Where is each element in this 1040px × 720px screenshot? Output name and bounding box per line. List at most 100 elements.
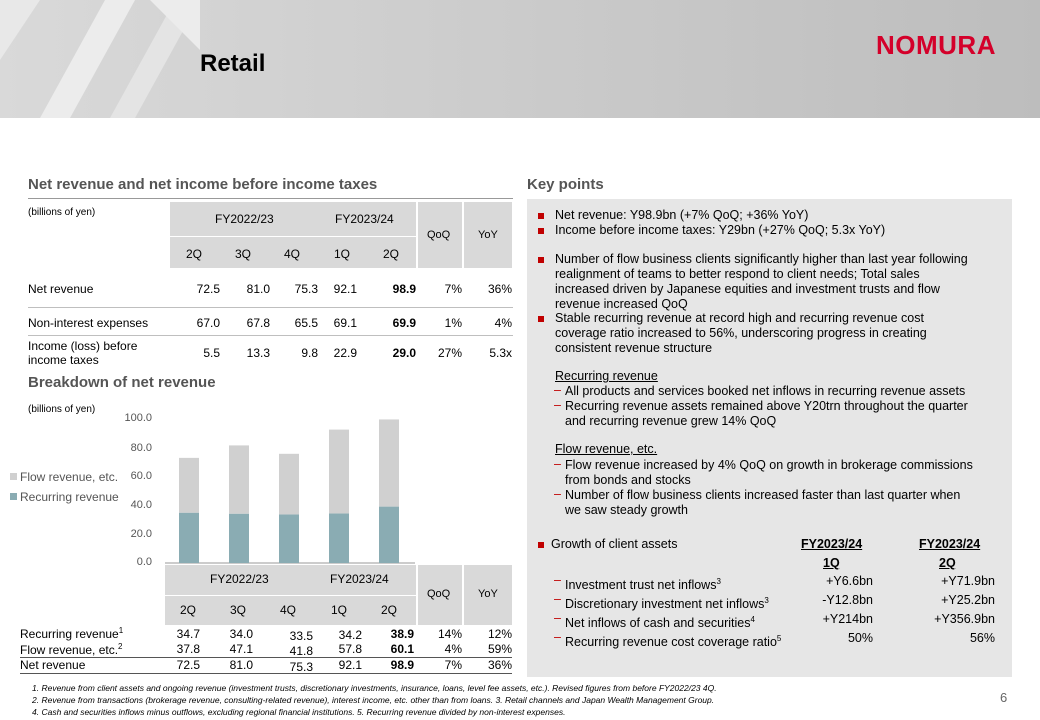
table-cell: 69.1 (333, 316, 357, 330)
bar-recurring (179, 512, 199, 563)
table-cell: 69.9 (392, 316, 416, 330)
netrev-head-divider (170, 236, 416, 237)
growth-row-label: Discretionary investment net inflows3 (565, 593, 769, 612)
keypoint-text: realignment of teams to better respond t… (555, 267, 920, 281)
breakdown-q-header: 2Q (180, 603, 197, 617)
table-rule (28, 307, 513, 308)
table-cell: 5.3x (489, 346, 512, 360)
breakdown-q-header: 1Q (331, 603, 348, 617)
breakdown-q-header: 3Q (230, 603, 247, 617)
keypoint-text: and recurring revenue grew 14% QoQ (565, 414, 777, 428)
table-cell: 98.9 (392, 282, 416, 296)
table-cell: 72.5 (176, 658, 200, 672)
growth-heading: Growth of client assets (551, 537, 678, 551)
table-cell: 5.5 (203, 346, 220, 360)
dash-icon: – (554, 630, 561, 644)
recurring-heading: Recurring revenue (555, 369, 658, 383)
table-cell: 38.9 (390, 627, 414, 641)
table-cell: 36% (487, 282, 512, 296)
growth-q2-value: 56% (969, 631, 995, 645)
legend-flow: Flow revenue, etc. (10, 470, 118, 484)
legend-flow-label: Flow revenue, etc. (20, 470, 119, 484)
keypoint-text: we saw steady growth (565, 503, 688, 517)
netrev-yoy-header: YoY (478, 229, 498, 241)
keypoint-text: Number of flow business clients increase… (565, 488, 961, 502)
flow-heading: Flow revenue, etc. (555, 442, 658, 456)
table-rule (20, 657, 512, 658)
growth-col1-header: FY2023/24 (801, 537, 863, 551)
keypoint-text: from bonds and stocks (565, 473, 691, 487)
bullet-icon (538, 228, 544, 234)
keypoint-text: consistent revenue structure (555, 341, 713, 355)
table-cell: 36% (487, 658, 512, 672)
bar-flow (229, 445, 249, 514)
footnote-ref: 5 (776, 634, 782, 643)
bar-flow (329, 429, 349, 514)
breakdown-q-header: 2Q (381, 603, 398, 617)
growth-q2-value: +Y356.9bn (934, 612, 995, 626)
keypoint-text: revenue increased QoQ (555, 297, 688, 311)
netrev-row-label: Net revenue (28, 282, 94, 296)
growth-row-label: Recurring revenue cost coverage ratio5 (565, 631, 781, 650)
growth-col2-header: FY2023/24 (919, 537, 981, 551)
table-cell: 13.3 (246, 346, 270, 360)
breakdown-units: (billions of yen) (28, 404, 96, 415)
growth-q2-value: +Y71.9bn (941, 574, 995, 588)
table-cell: 37.8 (176, 642, 200, 656)
legend-recurring-label: Recurring revenue (20, 490, 119, 504)
footnote-ref: 4 (750, 615, 755, 624)
growth-col2-header: 2Q (939, 556, 956, 570)
table-cell: 4% (444, 642, 462, 656)
table-cell: 81.0 (246, 282, 270, 296)
page-title: Retail (200, 50, 266, 77)
bar-recurring (279, 514, 299, 563)
table-rule (28, 335, 513, 336)
table-cell: 34.0 (229, 627, 253, 641)
bar-flow (179, 457, 199, 513)
y-tick-label: 100.0 (124, 412, 152, 424)
bullet-icon (538, 542, 544, 548)
netrev-group-fy23: FY2023/24 (335, 212, 394, 226)
nomura-logo: NOMURA (876, 30, 996, 60)
table-cell: 60.1 (390, 642, 414, 656)
breakdown-head-yoy-bg (464, 565, 512, 625)
netrev-group-fy22: FY2022/23 (215, 212, 274, 226)
breakdown-row-text: Recurring revenue (20, 627, 119, 641)
netrev-section-title: Net revenue and net income before income… (28, 176, 378, 193)
table-cell: 22.9 (333, 346, 357, 360)
table-cell: 4% (494, 316, 512, 330)
netrev-row-label: Income (loss) before (28, 339, 138, 353)
netrev-qoq-header: QoQ (427, 229, 451, 241)
table-cell: 92.1 (338, 658, 362, 672)
dash-icon: – (554, 573, 561, 587)
keypoint-text: All products and services booked net inf… (565, 384, 966, 398)
dash-icon: – (554, 611, 561, 625)
breakdown-chart (165, 419, 415, 564)
growth-q1-value: +Y6.6bn (826, 574, 873, 588)
table-cell: 34.2 (338, 628, 362, 642)
growth-q1-value: -Y12.8bn (822, 593, 873, 607)
table-cell: 59% (487, 642, 512, 656)
netrev-head-yoy-bg (464, 202, 512, 268)
breakdown-group-fy23: FY2023/24 (330, 572, 389, 586)
breakdown-row-label: Net revenue (20, 658, 86, 672)
table-cell: 72.5 (196, 282, 220, 296)
netrev-row-label: Non-interest expenses (28, 316, 149, 330)
table-cell: 14% (437, 627, 462, 641)
y-tick-label: 60.0 (130, 470, 152, 482)
y-tick-label: 80.0 (130, 442, 152, 454)
footnote-ref: 3 (716, 577, 721, 586)
breakdown-row-text: Flow revenue, etc. (20, 643, 119, 657)
footnote-ref: 2 (118, 642, 123, 651)
breakdown-yoy-header: YoY (478, 588, 498, 600)
breakdown-qoq-header: QoQ (427, 588, 451, 600)
legend-swatch-flow (10, 473, 17, 480)
footnote: 1. Revenue from client assets and ongoin… (32, 683, 717, 693)
table-cell: 65.5 (294, 316, 318, 330)
legend-swatch-recurring (10, 493, 17, 500)
bullet-icon (538, 257, 544, 263)
breakdown-head-qoq-bg (418, 565, 462, 625)
table-cell: 57.8 (338, 642, 362, 656)
table-cell: 47.1 (229, 642, 253, 656)
growth-row-text: Discretionary investment net inflows (565, 597, 765, 612)
